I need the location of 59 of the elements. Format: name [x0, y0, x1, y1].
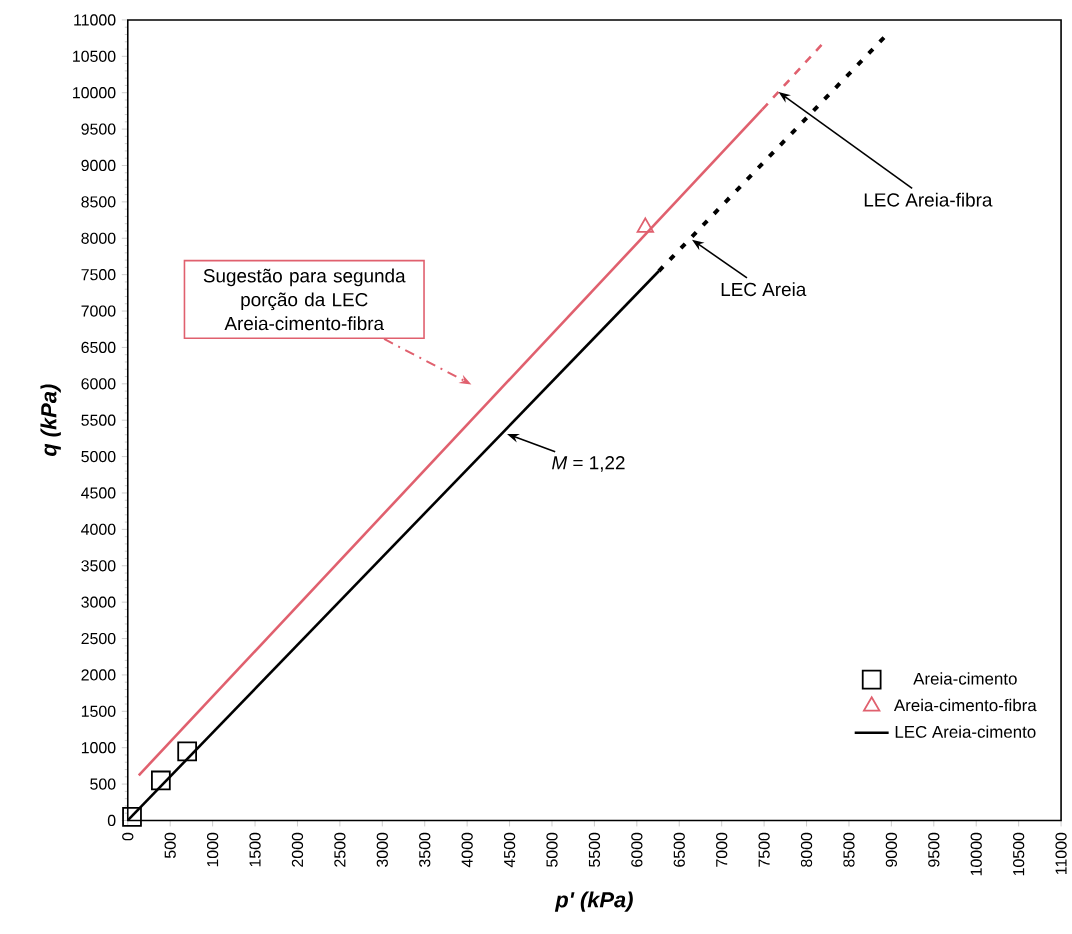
x-tick-label: 11000 — [1055, 832, 1067, 874]
y-tick-label: 8500 — [81, 196, 116, 208]
y-tick-label: 2000 — [81, 669, 116, 681]
x-tick-label: 500 — [164, 832, 176, 858]
x-tick-label: 2500 — [334, 832, 346, 867]
y-tick-label: 10500 — [73, 50, 116, 62]
y-tick-label: 7500 — [81, 268, 116, 281]
x-tick-label: 10500 — [1013, 832, 1025, 876]
x-tick-label: 3500 — [419, 832, 431, 867]
x-tick-label: 10000 — [970, 832, 982, 876]
y-tick-label: 3500 — [81, 560, 116, 572]
y-tick-label: 6500 — [81, 341, 116, 353]
x-tick-label: 0 — [122, 832, 134, 841]
x-tick-label: 8000 — [800, 832, 813, 867]
x-tick-label: 7500 — [758, 832, 770, 867]
x-tick-label: 1000 — [206, 832, 219, 867]
y-tick-label: 6000 — [81, 378, 116, 390]
x-tick-label: 9000 — [885, 832, 898, 867]
point — [177, 741, 198, 762]
y-tick-label: 2500 — [81, 632, 116, 645]
y-tick-label: 1500 — [81, 705, 116, 717]
y-tick-label: 3000 — [81, 596, 116, 608]
y-tick-label: 0 — [107, 814, 116, 826]
x-tick-label: 6500 — [673, 832, 685, 867]
y-tick-label: 10000 — [73, 86, 116, 99]
x-tick-label: 8500 — [843, 832, 855, 867]
y-tick-label: 500 — [90, 778, 116, 790]
x-tick-label: 2000 — [291, 832, 304, 867]
annotation: Sugestão para segunda porção da LEC Areia-cimento-fibra — [203, 268, 406, 331]
x-axis-title: p' (kPa) — [554, 891, 633, 912]
y-axis-title: q (kPa) — [40, 384, 61, 456]
x-tick-label: 6000 — [631, 832, 643, 867]
annotation: LEC Areia — [721, 282, 807, 297]
annotation: LEC Areia-fibra — [864, 192, 993, 207]
y-tick-label: 4500 — [81, 487, 116, 499]
y-tick-label: 8000 — [81, 232, 116, 244]
y-tick-label: 7000 — [81, 305, 116, 317]
point — [636, 217, 654, 233]
y-tick-label: 11000 — [74, 14, 116, 26]
point — [151, 770, 171, 791]
y-tick-label: 5000 — [81, 450, 116, 463]
x-tick-label: 4000 — [461, 832, 473, 868]
legend-label: Areia-cimento-fibra — [893, 698, 1037, 712]
x-tick-label: 3000 — [376, 832, 388, 867]
annotation: M = 1,22 — [552, 455, 625, 472]
x-tick-label: 7000 — [716, 832, 728, 867]
y-tick-label: 5500 — [81, 414, 116, 426]
legend-label: Areia-cimento — [913, 672, 1017, 685]
x-tick-label: 9500 — [928, 832, 940, 867]
y-tick-label: 1000 — [81, 741, 116, 754]
y-tick-label: 9500 — [81, 123, 116, 135]
y-tick-label: 4000 — [81, 523, 116, 535]
x-tick-label: 5000 — [546, 832, 558, 867]
legend-label: LEC Areia-cimento — [895, 725, 1036, 738]
x-tick-label: 1500 — [249, 832, 261, 867]
y-tick-label: 9000 — [81, 159, 116, 171]
point — [122, 806, 142, 827]
x-tick-label: 5500 — [588, 832, 601, 867]
x-tick-label: 4500 — [503, 832, 516, 868]
